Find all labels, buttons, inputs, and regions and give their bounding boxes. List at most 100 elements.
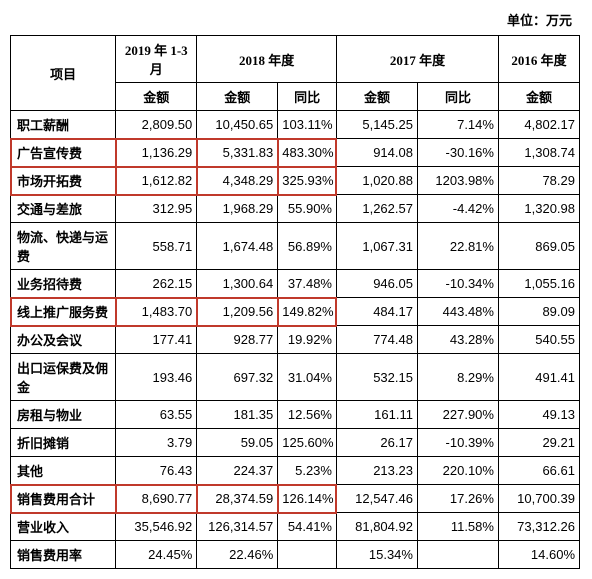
cell-y2017_amt: 484.17 <box>336 298 417 326</box>
cell-y2016_amt: 1,055.16 <box>498 270 579 298</box>
table-row: 办公及会议177.41928.7719.92%774.4843.28%540.5… <box>11 326 580 354</box>
cell-y2016_amt: 1,308.74 <box>498 139 579 167</box>
cell-y2018_yoy <box>278 541 337 569</box>
row-label: 折旧摊销 <box>11 429 116 457</box>
cell-y2018_yoy: 56.89% <box>278 223 337 270</box>
cell-y2018_amt: 28,374.59 <box>197 485 278 513</box>
th-2017: 2017 年度 <box>336 36 498 83</box>
cell-y2017_yoy: 7.14% <box>417 111 498 139</box>
cell-y2018_yoy: 12.56% <box>278 401 337 429</box>
table-row: 市场开拓费1,612.824,348.29325.93%1,020.881203… <box>11 167 580 195</box>
th-amount: 金额 <box>197 83 278 111</box>
cell-y2018_amt: 4,348.29 <box>197 167 278 195</box>
cell-y2016_amt: 49.13 <box>498 401 579 429</box>
th-amount: 金额 <box>498 83 579 111</box>
table-row: 营业收入35,546.92126,314.5754.41%81,804.9211… <box>11 513 580 541</box>
cell-y2017_yoy: 8.29% <box>417 354 498 401</box>
row-label: 市场开拓费 <box>11 167 116 195</box>
cell-y2017_amt: 532.15 <box>336 354 417 401</box>
cell-y2018_yoy: 483.30% <box>278 139 337 167</box>
cell-y2018_amt: 928.77 <box>197 326 278 354</box>
cell-y2018_yoy: 54.41% <box>278 513 337 541</box>
table-row: 交通与差旅312.951,968.2955.90%1,262.57-4.42%1… <box>11 195 580 223</box>
cell-y2018_yoy: 19.92% <box>278 326 337 354</box>
table-row: 折旧摊销3.7959.05125.60%26.17-10.39%29.21 <box>11 429 580 457</box>
cell-y2017_amt: 946.05 <box>336 270 417 298</box>
cell-q1_2019_amt: 63.55 <box>116 401 197 429</box>
cell-y2017_yoy: -10.39% <box>417 429 498 457</box>
cell-q1_2019_amt: 76.43 <box>116 457 197 485</box>
cell-y2017_yoy: 17.26% <box>417 485 498 513</box>
th-2018: 2018 年度 <box>197 36 337 83</box>
cell-y2017_yoy: -30.16% <box>417 139 498 167</box>
cell-y2018_amt: 59.05 <box>197 429 278 457</box>
table-row: 线上推广服务费1,483.701,209.56149.82%484.17443.… <box>11 298 580 326</box>
cell-q1_2019_amt: 8,690.77 <box>116 485 197 513</box>
cell-y2017_amt: 5,145.25 <box>336 111 417 139</box>
cell-y2018_amt: 22.46% <box>197 541 278 569</box>
cell-q1_2019_amt: 1,483.70 <box>116 298 197 326</box>
th-amount: 金额 <box>116 83 197 111</box>
cell-y2018_amt: 5,331.83 <box>197 139 278 167</box>
th-amount: 金额 <box>336 83 417 111</box>
table-row: 物流、快递与运费558.711,674.4856.89%1,067.3122.8… <box>11 223 580 270</box>
cell-y2018_yoy: 325.93% <box>278 167 337 195</box>
cell-y2016_amt: 73,312.26 <box>498 513 579 541</box>
row-label: 广告宣传费 <box>11 139 116 167</box>
th-q1-2019: 2019 年 1-3 月 <box>116 36 197 83</box>
cell-y2018_yoy: 37.48% <box>278 270 337 298</box>
cell-y2017_amt: 1,262.57 <box>336 195 417 223</box>
cell-y2017_yoy: 443.48% <box>417 298 498 326</box>
row-label: 销售费用合计 <box>11 485 116 513</box>
cell-q1_2019_amt: 193.46 <box>116 354 197 401</box>
th-yoy: 同比 <box>417 83 498 111</box>
row-label: 其他 <box>11 457 116 485</box>
cell-y2018_amt: 224.37 <box>197 457 278 485</box>
cell-q1_2019_amt: 2,809.50 <box>116 111 197 139</box>
cell-y2018_amt: 10,450.65 <box>197 111 278 139</box>
table-row: 房租与物业63.55181.3512.56%161.11227.90%49.13 <box>11 401 580 429</box>
cell-y2016_amt: 10,700.39 <box>498 485 579 513</box>
cell-y2016_amt: 29.21 <box>498 429 579 457</box>
th-yoy: 同比 <box>278 83 337 111</box>
cell-q1_2019_amt: 177.41 <box>116 326 197 354</box>
cell-y2017_amt: 914.08 <box>336 139 417 167</box>
cell-y2018_yoy: 126.14% <box>278 485 337 513</box>
row-label: 营业收入 <box>11 513 116 541</box>
row-label: 物流、快递与运费 <box>11 223 116 270</box>
table-row: 业务招待费262.151,300.6437.48%946.05-10.34%1,… <box>11 270 580 298</box>
cell-y2018_amt: 126,314.57 <box>197 513 278 541</box>
cell-q1_2019_amt: 1,136.29 <box>116 139 197 167</box>
cell-y2017_amt: 774.48 <box>336 326 417 354</box>
cell-y2017_amt: 213.23 <box>336 457 417 485</box>
table-row: 销售费用率24.45%22.46%15.34%14.60% <box>11 541 580 569</box>
cell-y2018_yoy: 103.11% <box>278 111 337 139</box>
cell-y2017_amt: 161.11 <box>336 401 417 429</box>
cell-y2017_yoy: 1203.98% <box>417 167 498 195</box>
cell-y2018_yoy: 149.82% <box>278 298 337 326</box>
cell-y2016_amt: 869.05 <box>498 223 579 270</box>
row-label: 出口运保费及佣金 <box>11 354 116 401</box>
cell-y2018_amt: 697.32 <box>197 354 278 401</box>
cell-y2017_amt: 26.17 <box>336 429 417 457</box>
table-body: 职工薪酬2,809.5010,450.65103.11%5,145.257.14… <box>11 111 580 569</box>
cell-y2017_yoy: -10.34% <box>417 270 498 298</box>
table-row: 销售费用合计8,690.7728,374.59126.14%12,547.461… <box>11 485 580 513</box>
cell-y2016_amt: 89.09 <box>498 298 579 326</box>
cell-y2016_amt: 66.61 <box>498 457 579 485</box>
cell-y2017_amt: 1,020.88 <box>336 167 417 195</box>
cell-y2018_yoy: 5.23% <box>278 457 337 485</box>
unit-label: 单位：万元 <box>10 10 582 29</box>
cell-q1_2019_amt: 558.71 <box>116 223 197 270</box>
row-label: 办公及会议 <box>11 326 116 354</box>
cell-y2016_amt: 1,320.98 <box>498 195 579 223</box>
cell-y2016_amt: 540.55 <box>498 326 579 354</box>
cell-q1_2019_amt: 312.95 <box>116 195 197 223</box>
cell-y2017_amt: 81,804.92 <box>336 513 417 541</box>
cell-y2017_yoy <box>417 541 498 569</box>
table-row: 其他76.43224.375.23%213.23220.10%66.61 <box>11 457 580 485</box>
cell-y2017_yoy: 11.58% <box>417 513 498 541</box>
cell-q1_2019_amt: 35,546.92 <box>116 513 197 541</box>
expense-table: 项目 2019 年 1-3 月 2018 年度 2017 年度 2016 年度 … <box>10 35 580 569</box>
row-label: 房租与物业 <box>11 401 116 429</box>
